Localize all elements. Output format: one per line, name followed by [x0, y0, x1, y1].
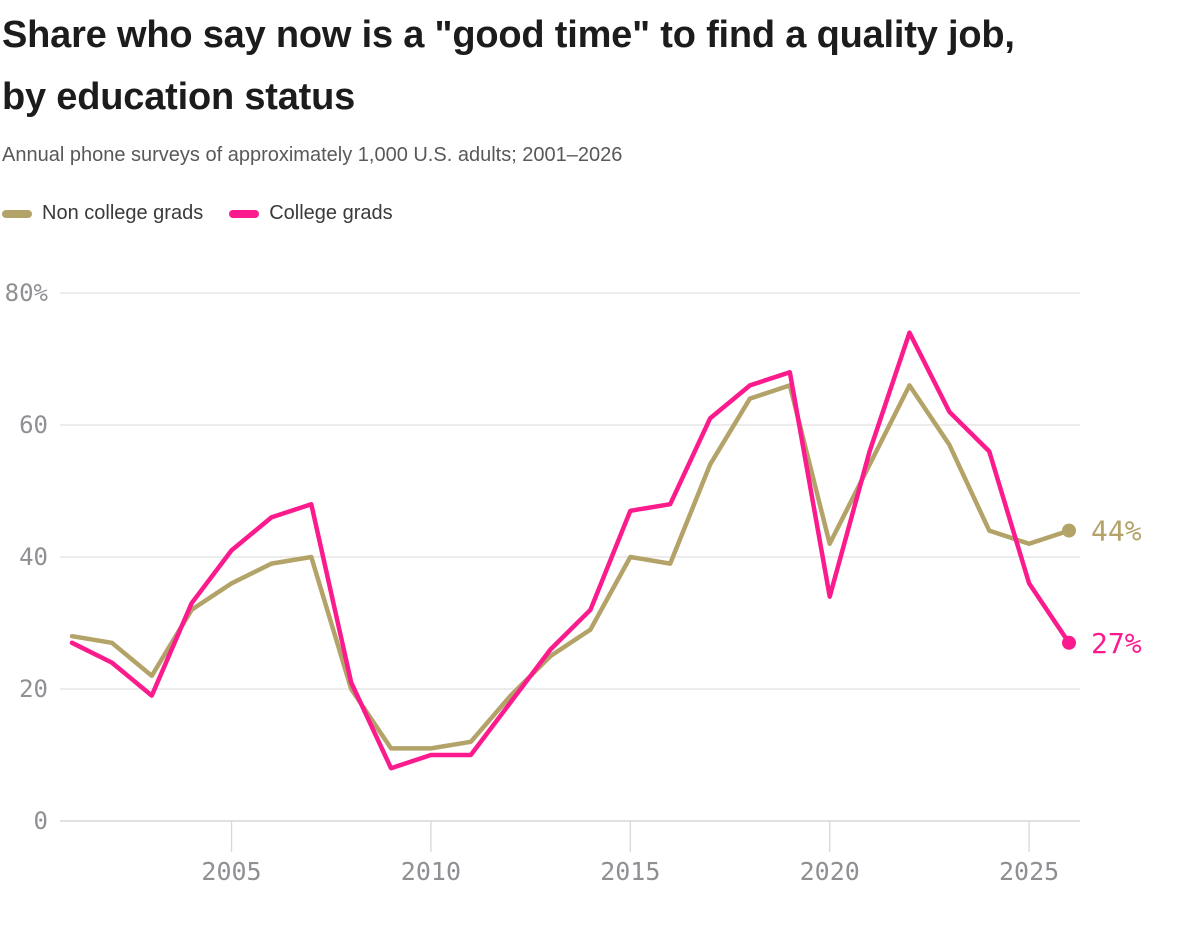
- legend-swatch-non-college-grads: [2, 209, 32, 218]
- chart-title-line1: Share who say now is a "good time" to fi…: [2, 14, 1015, 56]
- x-axis-tick-label: 2020: [800, 857, 860, 886]
- chart-subtitle: Annual phone surveys of approximately 1,…: [2, 144, 623, 166]
- y-axis-tick-label: 20: [19, 675, 48, 703]
- legend-label-college-grads: College grads: [269, 202, 393, 224]
- legend-swatch-college-grads: [229, 209, 260, 218]
- x-axis-tick-label: 2005: [201, 857, 261, 886]
- series-end-label-0: 44%: [1091, 515, 1142, 548]
- x-axis-tick-label: 2010: [401, 857, 461, 886]
- y-axis-tick-label: 0: [34, 807, 48, 835]
- legend-label-non-college-grads: Non college grads: [42, 202, 204, 224]
- legend-item-non-college-grads: Non college grads: [2, 202, 203, 225]
- x-axis-tick-label: 2025: [999, 857, 1059, 886]
- chart-title: Share who say now is a "good time" to fi…: [2, 4, 1182, 128]
- legend-item-college-grads: College grads: [229, 202, 393, 225]
- series-line-0: [69, 383, 1072, 751]
- chart-title-line2: by education status: [2, 76, 356, 118]
- x-axis-tick-label: 2015: [600, 857, 660, 886]
- legend: Non college grads College grads: [2, 202, 393, 225]
- y-axis-tick-label: 80%: [5, 279, 49, 307]
- series-line-1: [69, 330, 1072, 771]
- series-end-dot-0: [1062, 523, 1076, 538]
- series-end-dot-1: [1062, 635, 1076, 650]
- y-axis-tick-label: 40: [19, 543, 48, 571]
- series-end-label-1: 27%: [1091, 627, 1142, 660]
- y-axis-tick-label: 60: [19, 411, 48, 439]
